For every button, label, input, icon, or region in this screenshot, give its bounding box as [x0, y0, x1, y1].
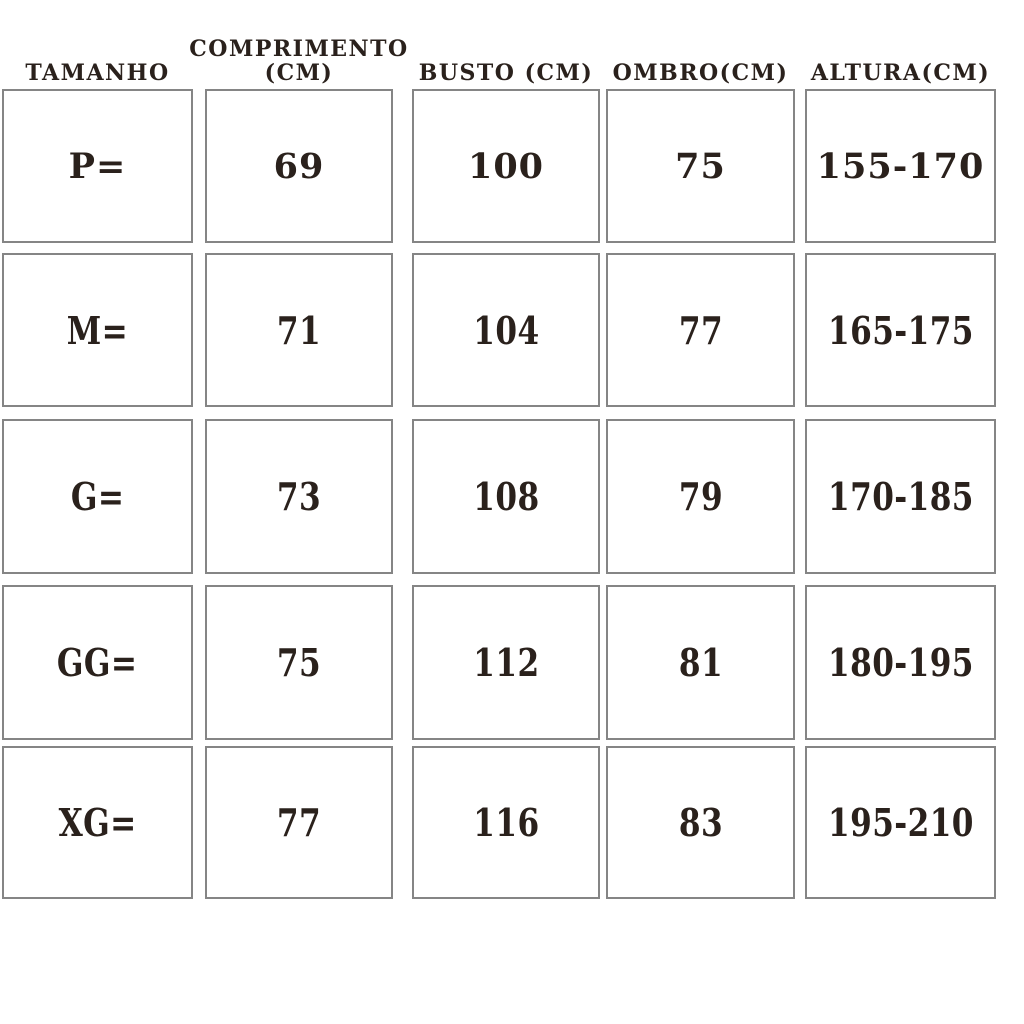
column-header-label: BUSTO (CM): [418, 60, 594, 87]
cell-gg-ombro: 81: [606, 585, 795, 740]
cell-m-altura: 165-175: [805, 253, 996, 407]
cell-m-comprimento: 71: [205, 253, 393, 407]
cell-xg-busto: 116: [412, 746, 600, 899]
column-header-tamanho: TAMANHO: [2, 24, 193, 86]
cell-gg-comprimento: 75: [205, 585, 393, 740]
cell-m-ombro: 77: [606, 253, 795, 407]
cell-g-busto: 108: [412, 419, 600, 574]
column-header-comprimento: COMPRIMENTO (CM): [189, 35, 409, 87]
column-header-label: TAMANHO: [25, 60, 170, 87]
cell-g-size: G=: [2, 419, 193, 574]
cell-xg-comprimento: 77: [205, 746, 393, 899]
cell-m-size: M=: [2, 253, 193, 407]
cell-g-comprimento: 73: [205, 419, 393, 574]
column-header-busto: BUSTO (CM): [412, 24, 600, 86]
cell-g-ombro: 79: [606, 419, 795, 574]
cell-p-comprimento: 69: [205, 89, 393, 243]
cell-p-altura: 155-170: [805, 89, 996, 243]
column-header-label: COMPRIMENTO: [189, 35, 409, 62]
column-header-ombro: OMBRO(CM): [606, 24, 795, 86]
cell-gg-size: GG=: [2, 585, 193, 740]
cell-p-ombro: 75: [606, 89, 795, 243]
cell-gg-altura: 180-195: [805, 585, 996, 740]
cell-gg-busto: 112: [412, 585, 600, 740]
cell-p-busto: 100: [412, 89, 600, 243]
column-header-altura: ALTURA(CM): [805, 24, 996, 86]
column-header-label: OMBRO(CM): [612, 60, 789, 87]
cell-p-size: P=: [2, 89, 193, 243]
cell-xg-altura: 195-210: [805, 746, 996, 899]
cell-xg-size: XG=: [2, 746, 193, 899]
column-header-label: ALTURA(CM): [810, 60, 991, 87]
cell-m-busto: 104: [412, 253, 600, 407]
cell-g-altura: 170-185: [805, 419, 996, 574]
cell-xg-ombro: 83: [606, 746, 795, 899]
